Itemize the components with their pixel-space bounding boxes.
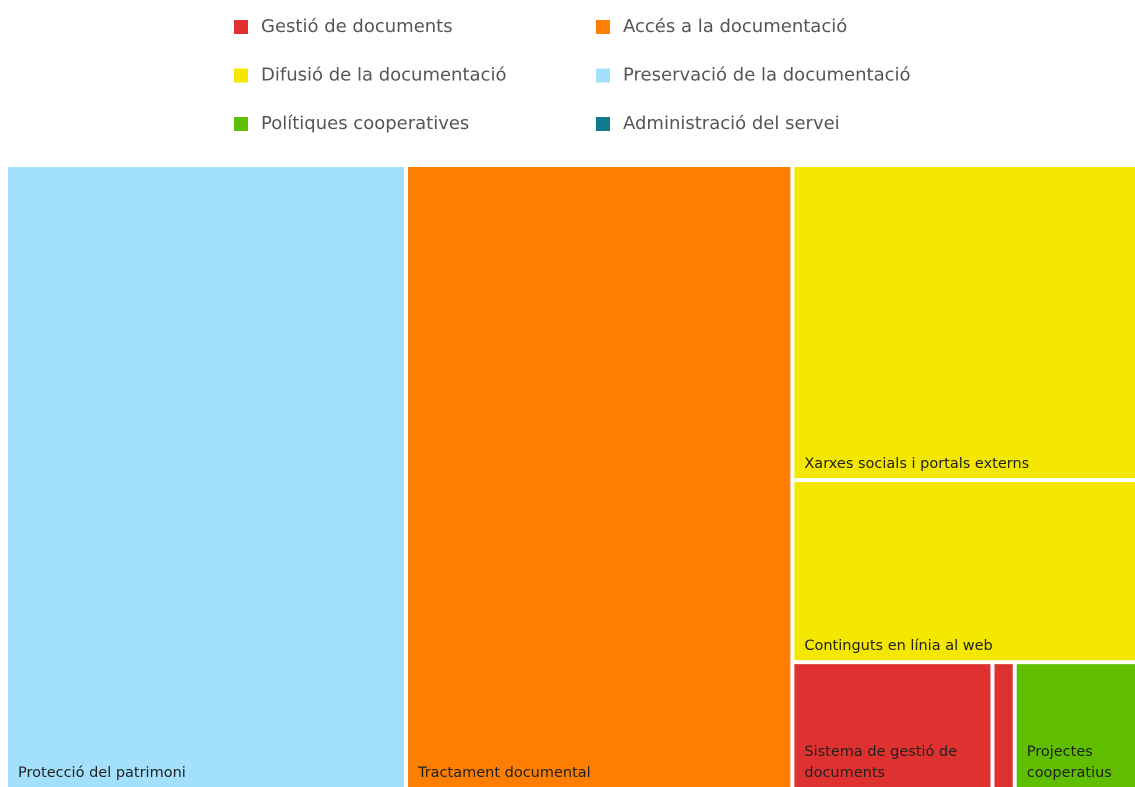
tile-label: Tractament documental bbox=[417, 765, 591, 781]
tile-label: Continguts en línia al web bbox=[804, 638, 992, 654]
legend-swatch bbox=[596, 68, 610, 83]
legend-label: Difusió de la documentació bbox=[261, 65, 506, 86]
tile bbox=[794, 482, 1135, 661]
legend-label: Polítiques cooperatives bbox=[261, 113, 469, 134]
legend-swatch bbox=[596, 20, 610, 34]
legend-label: Administració del servei bbox=[623, 113, 840, 134]
tile-label: Projectes cooperatius bbox=[1027, 744, 1112, 781]
tile bbox=[1016, 664, 1135, 787]
legend-swatch bbox=[234, 20, 248, 34]
legend-swatch bbox=[234, 117, 248, 131]
tile bbox=[994, 664, 1013, 787]
tile-label: Protecció del patrimoni bbox=[18, 765, 186, 781]
tile bbox=[794, 167, 1135, 479]
legend-swatch bbox=[234, 68, 248, 83]
legend-label: Accés a la documentació bbox=[623, 16, 847, 37]
tile bbox=[407, 167, 791, 787]
tile-label: Sistema de gestió de documents bbox=[804, 744, 957, 781]
tile-label: Xarxes socials i portals externs bbox=[804, 456, 1029, 472]
tile bbox=[794, 664, 991, 787]
legend-label: Gestió de documents bbox=[261, 16, 453, 37]
legend-swatch bbox=[596, 117, 610, 131]
tile bbox=[8, 167, 404, 787]
legend-label: Preservació de la documentació bbox=[623, 65, 911, 86]
